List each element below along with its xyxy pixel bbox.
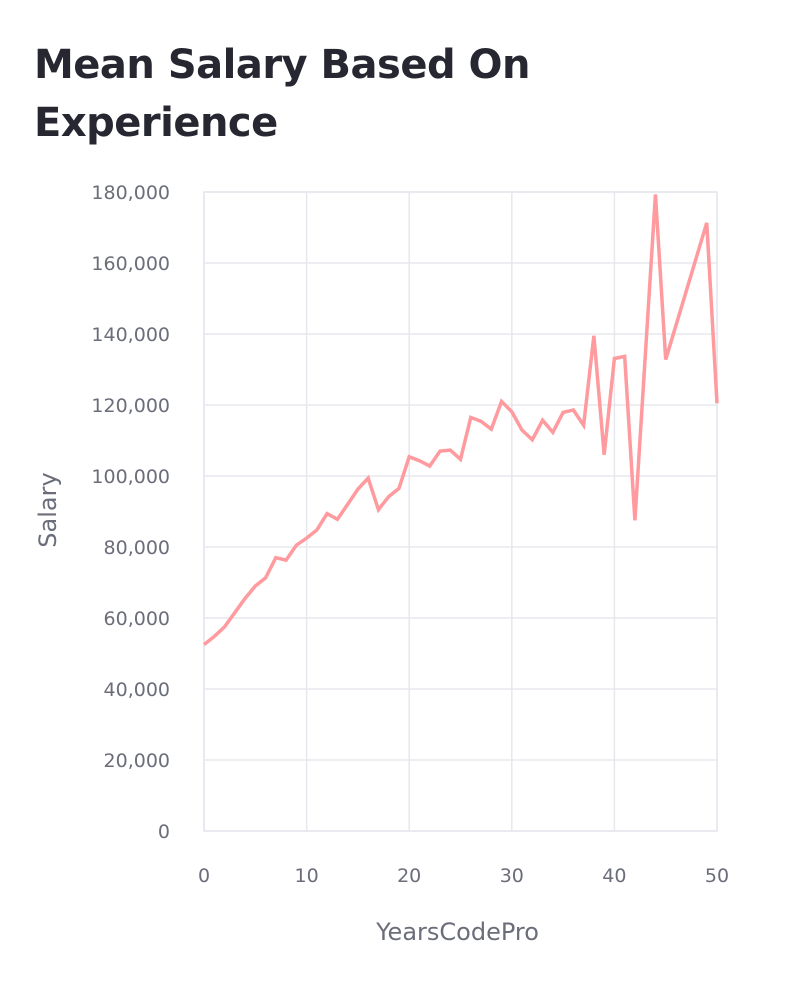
x-axis-label: YearsCodePro bbox=[375, 918, 539, 946]
y-tick-label: 160,000 bbox=[91, 253, 170, 275]
y-tick-label: 40,000 bbox=[104, 679, 170, 701]
x-tick-label: 40 bbox=[602, 865, 626, 887]
series-line bbox=[202, 194, 719, 646]
y-tick-label: 80,000 bbox=[104, 537, 170, 559]
y-tick-label: 20,000 bbox=[104, 750, 170, 772]
x-tick-label: 50 bbox=[705, 865, 729, 887]
x-tick-label: 0 bbox=[198, 865, 210, 887]
series-layer bbox=[202, 194, 719, 646]
x-tick-label: 10 bbox=[295, 865, 319, 887]
page-title: Mean Salary Based On Experience bbox=[34, 42, 531, 146]
y-tick-label: 100,000 bbox=[91, 466, 170, 488]
grid-layer bbox=[203, 191, 718, 832]
y-axis-label: Salary bbox=[34, 472, 62, 547]
x-tick-label: 20 bbox=[397, 865, 421, 887]
axis-layer: 0 20,000 40,000 60,000 80,000 100,000 120,000 1… bbox=[91, 182, 729, 887]
y-tick-label: 60,000 bbox=[104, 608, 170, 630]
label-layer: YearsCodePro Salary bbox=[34, 472, 539, 946]
y-tick-label: 120,000 bbox=[91, 395, 170, 417]
y-tick-label: 140,000 bbox=[91, 324, 170, 346]
plot-border bbox=[203, 191, 718, 832]
y-tick-label: 180,000 bbox=[91, 182, 170, 204]
x-tick-label: 30 bbox=[500, 865, 524, 887]
y-tick-label: 0 bbox=[158, 821, 170, 843]
